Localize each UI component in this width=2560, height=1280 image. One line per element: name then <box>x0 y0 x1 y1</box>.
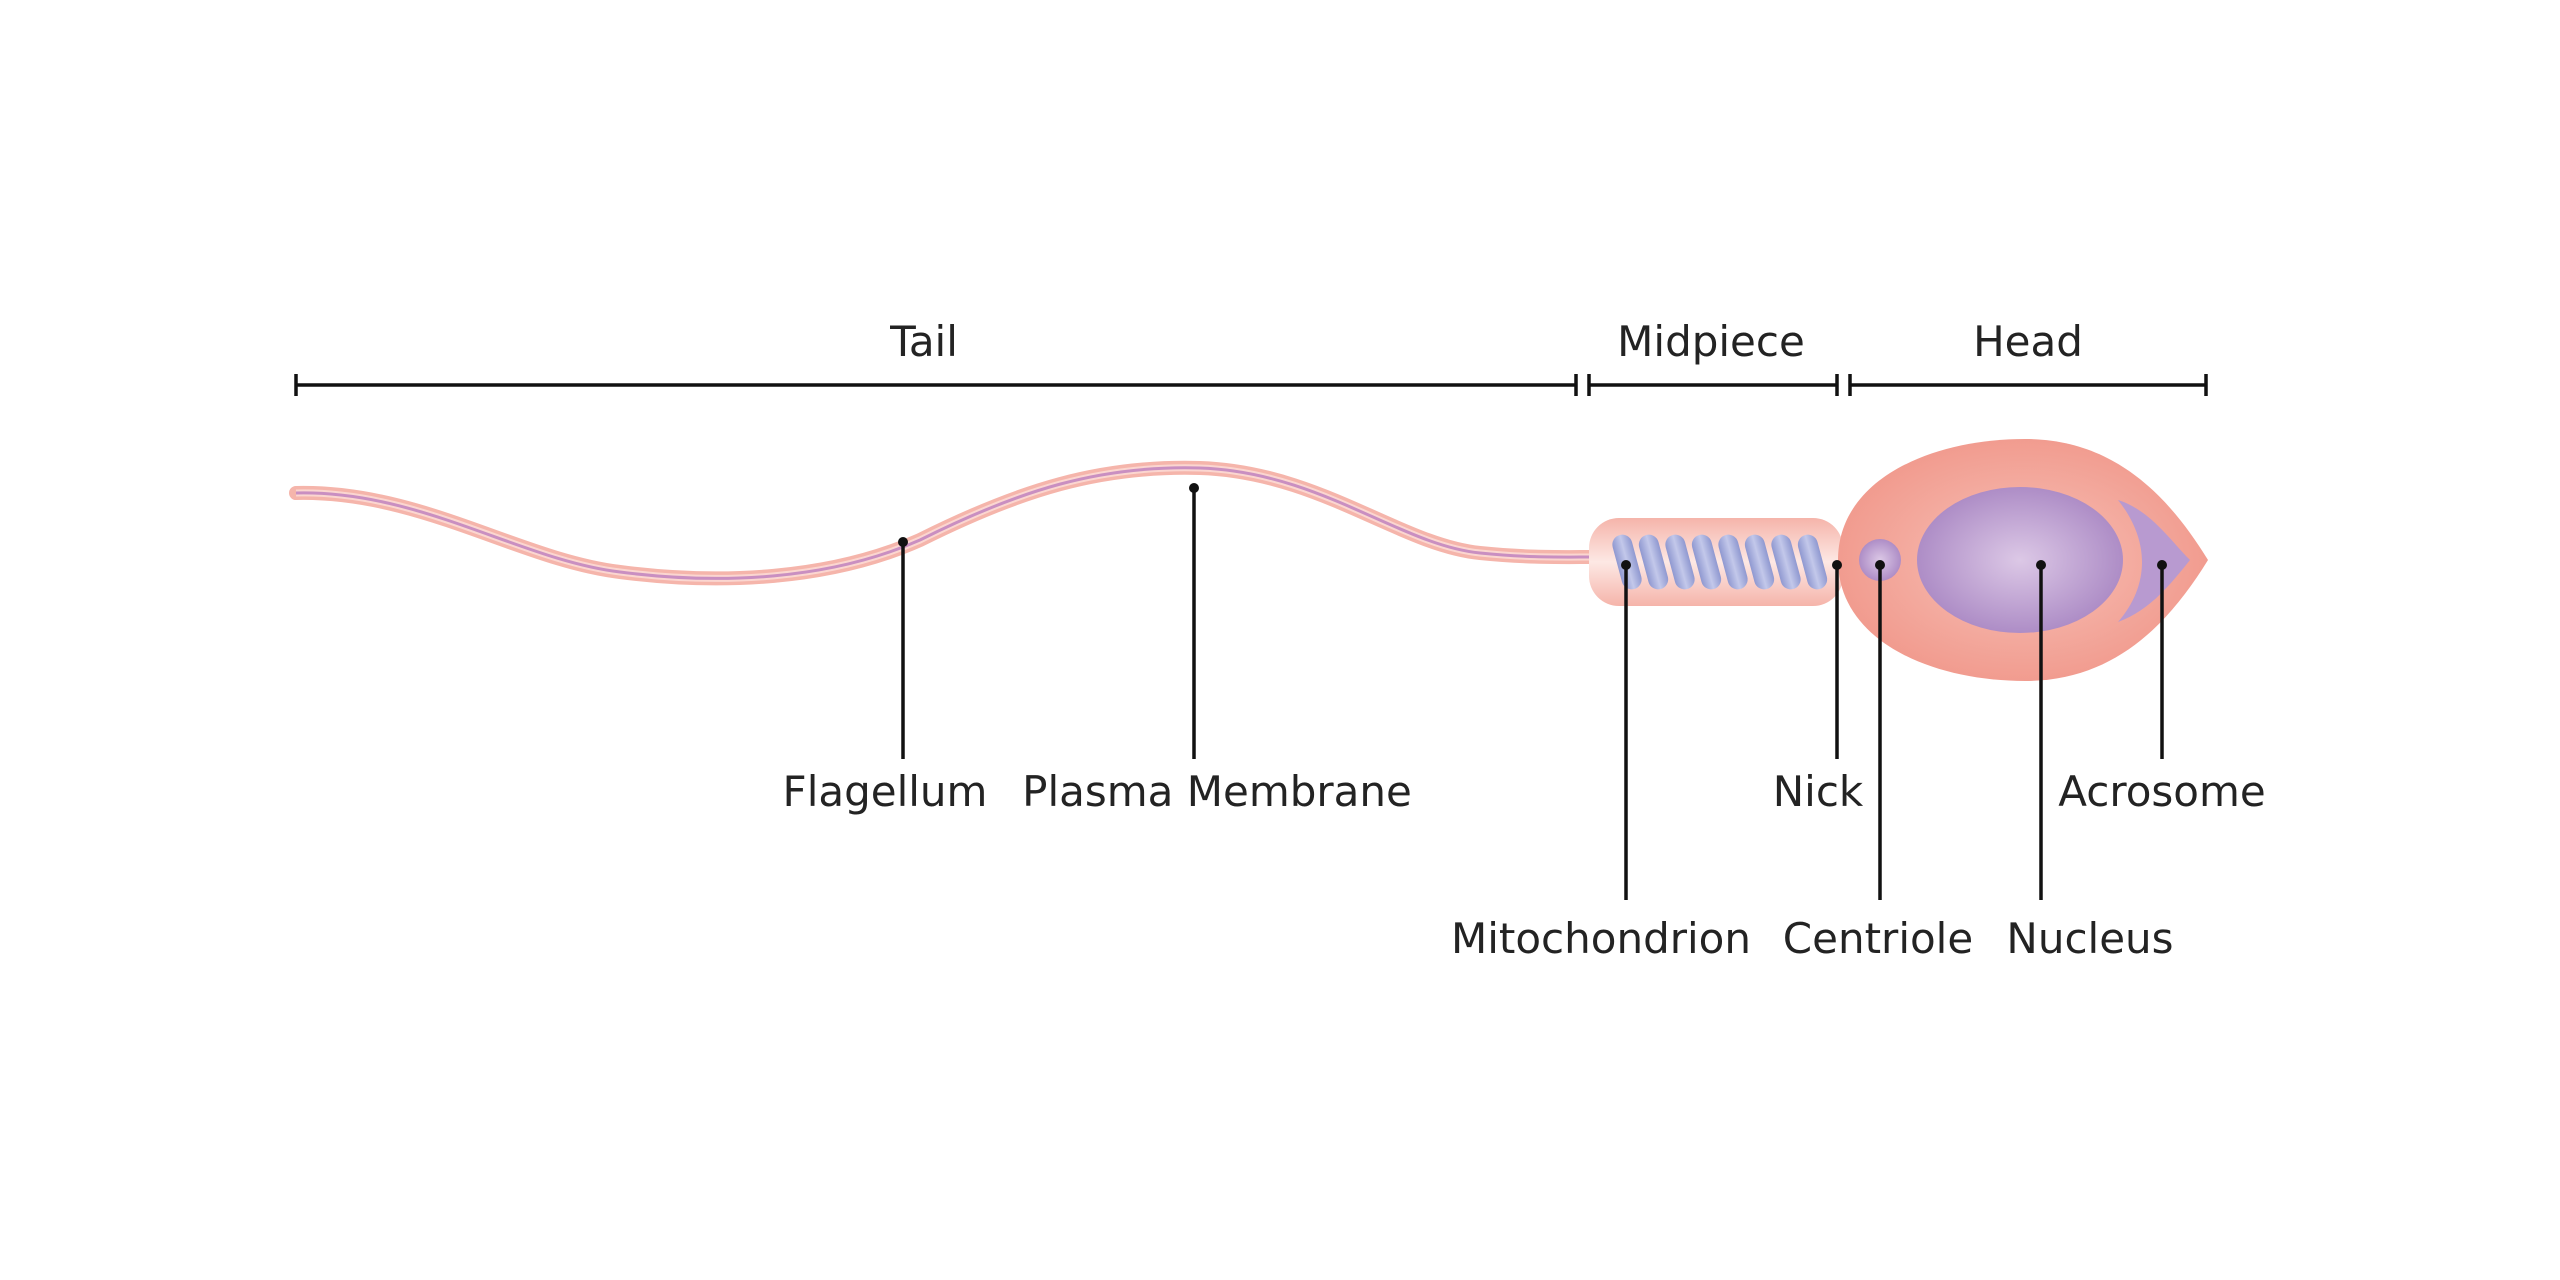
tail-label: Tail <box>889 317 958 366</box>
head <box>1838 439 2208 681</box>
tail <box>289 460 1602 586</box>
head-label: Head <box>1973 317 2083 366</box>
acrosome <box>2118 500 2190 622</box>
midpiece-label: Midpiece <box>1617 317 1805 366</box>
mitochondria <box>1612 534 1828 590</box>
mitochondrion-label: Mitochondrion <box>1451 914 1751 963</box>
acrosome-label: Acrosome <box>2058 767 2265 816</box>
mitochondrion-segment <box>1638 534 1669 590</box>
flagellum-label: Flagellum <box>783 767 988 816</box>
tail-bracket <box>294 374 1578 396</box>
mitochondrion-segment <box>1771 534 1801 590</box>
nucleus-label: Nucleus <box>2006 914 2173 963</box>
mitochondrion-segment <box>1718 534 1748 590</box>
mitochondrion-segment <box>1665 534 1695 590</box>
mitochondrion-segment <box>1691 534 1722 590</box>
midpiece <box>1589 518 1843 606</box>
mitochondrion-segment <box>1744 534 1775 590</box>
nucleus <box>1917 487 2123 633</box>
leader-lines <box>898 483 2167 900</box>
centriole-label: Centriole <box>1783 914 1973 963</box>
plasma-membrane-label: Plasma Membrane <box>1022 767 1412 816</box>
nick-label: Nick <box>1773 767 1864 816</box>
mitochondrion-segment <box>1797 534 1828 590</box>
midpiece-bracket <box>1587 374 1839 396</box>
head-bracket <box>1848 374 2208 396</box>
